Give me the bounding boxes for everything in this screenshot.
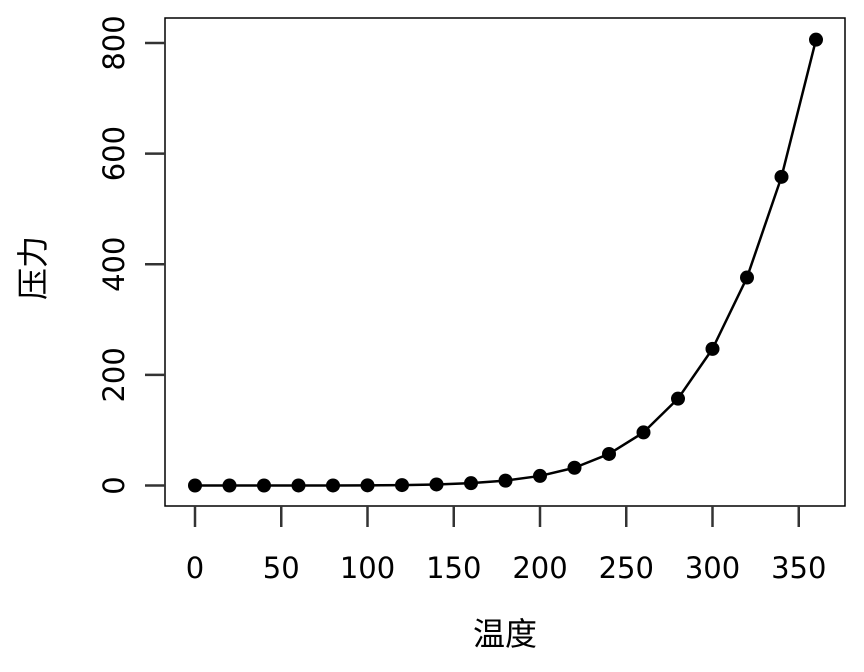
- x-tick-label: 50: [263, 551, 300, 585]
- data-point: [326, 478, 340, 493]
- data-point: [360, 478, 375, 493]
- data-point: [705, 341, 720, 356]
- x-tick-label: 200: [512, 551, 567, 585]
- data-points: [188, 32, 823, 493]
- data-point: [809, 32, 823, 47]
- y-tick-label: 600: [97, 126, 131, 181]
- data-line: [194, 39, 818, 487]
- y-axis: 0 200 400 600 800: [97, 15, 165, 495]
- x-tick-label: 100: [340, 551, 395, 585]
- plot-frame: [164, 17, 846, 507]
- data-point: [567, 460, 582, 475]
- x-axis-title: 温度: [473, 615, 537, 653]
- data-point: [636, 425, 651, 440]
- y-tick-label: 400: [97, 237, 131, 292]
- data-point: [774, 169, 789, 184]
- data-point: [533, 468, 547, 483]
- x-tick-label: 150: [426, 551, 481, 585]
- y-tick-label: 0: [97, 476, 131, 494]
- x-axis: 0 50 100 150 200 250 300 350: [186, 506, 826, 585]
- y-tick-label: 200: [97, 347, 131, 402]
- data-point: [602, 446, 616, 461]
- data-point: [188, 478, 202, 493]
- data-point: [464, 476, 478, 491]
- data-point: [429, 477, 444, 492]
- data-point: [671, 391, 685, 406]
- data-point: [498, 473, 513, 488]
- x-tick-label: 250: [599, 551, 654, 585]
- data-point: [740, 270, 754, 285]
- data-point: [395, 478, 409, 493]
- x-tick-label: 350: [771, 551, 826, 585]
- data-point: [291, 478, 306, 493]
- data-point: [222, 478, 237, 493]
- data-point: [257, 478, 271, 493]
- x-tick-label: 300: [685, 551, 740, 585]
- y-axis-title: 压力: [14, 236, 52, 300]
- y-tick-label: 800: [97, 15, 131, 70]
- x-tick-label: 0: [186, 551, 204, 585]
